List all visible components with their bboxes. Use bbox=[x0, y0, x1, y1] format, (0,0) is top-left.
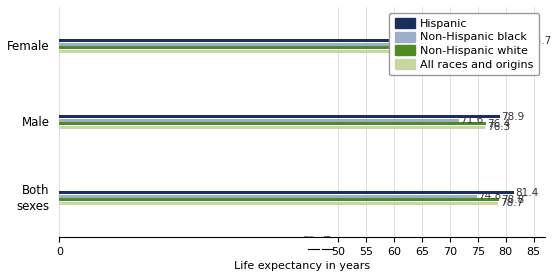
Bar bbox=[59, 195, 477, 198]
Text: 81.1: 81.1 bbox=[514, 43, 537, 53]
Bar bbox=[59, 191, 514, 194]
Text: 78.9: 78.9 bbox=[501, 112, 525, 122]
Text: 71.6: 71.6 bbox=[460, 115, 484, 125]
X-axis label: Life expectancy in years: Life expectancy in years bbox=[234, 261, 370, 271]
Bar bbox=[59, 115, 500, 118]
Bar bbox=[59, 39, 526, 42]
Legend: Hispanic, Non-Hispanic black, Non-Hispanic white, All races and origins: Hispanic, Non-Hispanic black, Non-Hispan… bbox=[389, 13, 539, 75]
Bar bbox=[59, 43, 493, 46]
Text: 81.4: 81.4 bbox=[515, 188, 539, 198]
Text: 78.7: 78.7 bbox=[500, 198, 524, 208]
Text: 74.8: 74.8 bbox=[478, 191, 502, 201]
Bar bbox=[59, 46, 512, 49]
Bar bbox=[59, 122, 486, 125]
Text: 77.8: 77.8 bbox=[495, 39, 519, 49]
Text: 76.4: 76.4 bbox=[487, 119, 511, 129]
Text: 78.8: 78.8 bbox=[501, 195, 524, 205]
Bar bbox=[59, 50, 512, 53]
Bar bbox=[59, 119, 459, 122]
Bar bbox=[59, 126, 485, 129]
Bar bbox=[59, 198, 499, 201]
Text: 76.3: 76.3 bbox=[487, 122, 510, 132]
Bar bbox=[59, 202, 498, 205]
Text: 81.1: 81.1 bbox=[514, 46, 537, 56]
Text: 83.7: 83.7 bbox=[528, 36, 551, 46]
